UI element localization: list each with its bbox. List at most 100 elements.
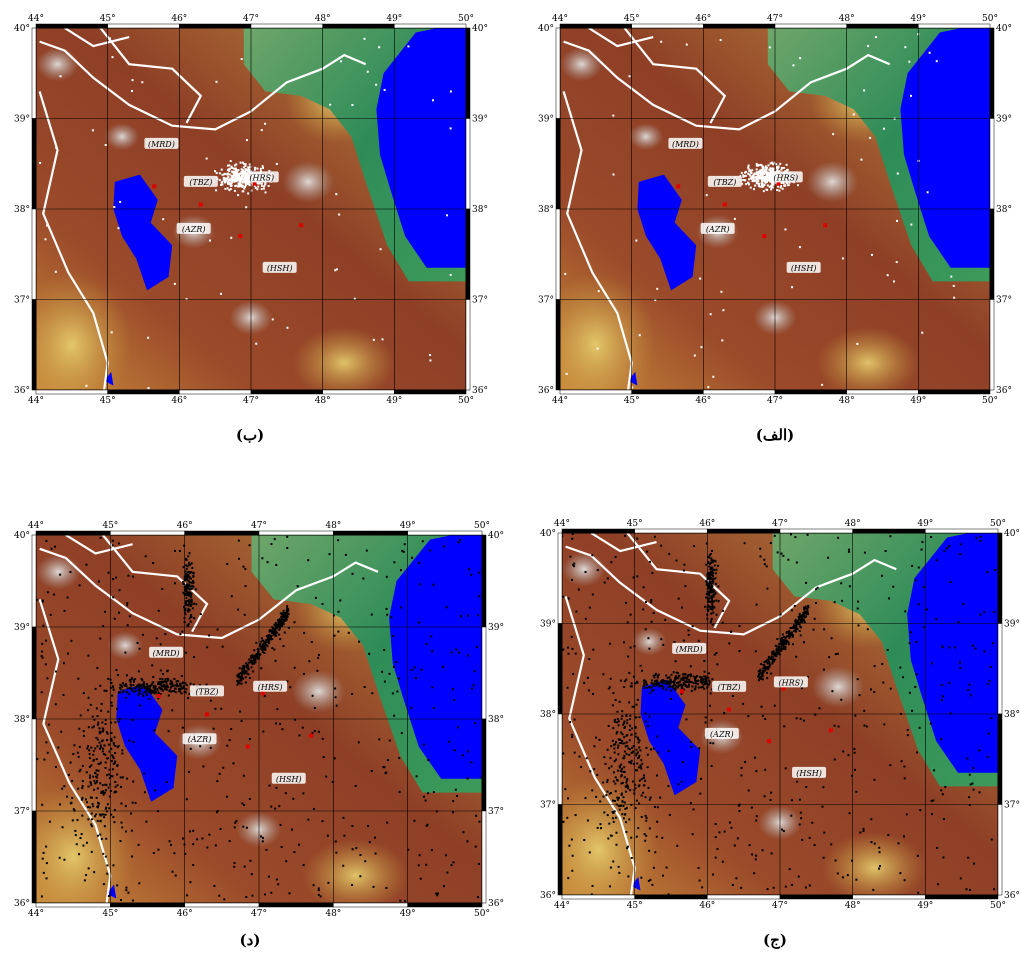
event-dot	[249, 661, 251, 663]
event-dot	[343, 835, 345, 837]
event-dot	[791, 799, 793, 801]
map-body: (MRD)(TBZ)(HRS)(AZR)(HSH)	[12, 28, 466, 417]
event-dot	[645, 747, 647, 749]
event-dot	[632, 751, 634, 753]
event-dot	[897, 842, 899, 844]
event-dot	[121, 826, 123, 828]
event-dot	[238, 676, 240, 678]
event-dot	[966, 888, 968, 890]
event-dot	[475, 846, 477, 848]
event-dot	[373, 339, 375, 341]
event-dot	[720, 39, 722, 41]
event-dot	[474, 722, 476, 724]
event-dot	[125, 889, 127, 891]
event-dot	[84, 879, 86, 881]
event-dot	[994, 569, 996, 571]
event-dot	[110, 682, 112, 684]
frame-bar	[707, 895, 780, 899]
event-dot	[188, 552, 190, 554]
event-dot	[917, 892, 919, 894]
event-dot	[674, 689, 676, 691]
event-dot	[656, 684, 658, 686]
event-dot	[751, 853, 753, 855]
event-dot	[789, 633, 791, 635]
event-dot	[592, 593, 594, 595]
event-dot	[143, 773, 145, 775]
event-dot	[418, 622, 420, 624]
event-dot	[142, 634, 144, 636]
event-dot	[633, 745, 635, 747]
event-dot	[651, 621, 653, 623]
event-dot	[180, 692, 182, 694]
frame-bar	[108, 390, 180, 394]
event-dot	[105, 856, 107, 858]
event-dot	[228, 170, 230, 172]
event-dot	[797, 620, 799, 622]
event-dot	[112, 596, 114, 598]
event-dot	[626, 719, 628, 721]
event-dot	[755, 820, 757, 822]
event-dot	[589, 851, 591, 853]
event-dot	[73, 744, 75, 746]
x-tick-label: 48°	[845, 901, 861, 911]
event-dot	[648, 648, 650, 650]
event-dot	[645, 815, 647, 817]
event-dot	[854, 769, 856, 771]
event-dot	[875, 36, 877, 38]
x-tick-label: 46°	[699, 519, 715, 529]
event-dot	[662, 875, 664, 877]
station-marker	[309, 734, 313, 738]
event-dot	[254, 167, 256, 169]
event-dot	[132, 741, 134, 743]
x-tick-label: 47°	[772, 519, 788, 529]
event-dot	[83, 692, 85, 694]
event-dot	[948, 646, 950, 648]
event-dot	[108, 773, 110, 775]
event-dot	[714, 564, 716, 566]
event-dot	[662, 687, 664, 689]
frame-bar	[558, 624, 562, 715]
event-dot	[193, 617, 195, 619]
event-dot	[334, 687, 336, 689]
event-dot	[367, 71, 369, 73]
event-dot	[105, 723, 107, 725]
event-dot	[378, 738, 380, 740]
event-dot	[769, 663, 771, 665]
event-dot	[755, 858, 757, 860]
event-dot	[610, 745, 612, 747]
event-dot	[97, 715, 99, 717]
event-dot	[637, 699, 639, 701]
event-dot	[130, 812, 132, 814]
event-dot	[108, 572, 110, 574]
event-dot	[665, 680, 667, 682]
event-dot	[966, 758, 968, 760]
event-dot	[692, 833, 694, 835]
event-dot	[97, 739, 99, 741]
event-dot	[386, 608, 388, 610]
x-tick-label: 46°	[699, 901, 715, 911]
frame-bar	[925, 895, 998, 899]
event-dot	[189, 588, 191, 590]
event-dot	[389, 739, 391, 741]
event-dot	[644, 833, 646, 835]
event-dot	[795, 630, 797, 632]
event-dot	[623, 817, 625, 819]
event-dot	[752, 175, 754, 177]
event-dot	[786, 164, 788, 166]
event-dot	[630, 762, 632, 764]
event-dot	[791, 884, 793, 886]
event-dot	[593, 745, 595, 747]
event-dot	[93, 789, 95, 791]
event-dot	[762, 177, 764, 179]
event-dot	[800, 626, 802, 628]
event-dot	[585, 571, 587, 573]
event-dot	[571, 870, 573, 872]
event-dot	[769, 46, 771, 48]
event-dot	[618, 805, 620, 807]
event-dot	[639, 334, 641, 336]
event-dot	[174, 688, 176, 690]
event-dot	[187, 574, 189, 576]
event-dot	[979, 614, 981, 616]
event-dot	[335, 852, 337, 854]
event-dot	[970, 694, 972, 696]
